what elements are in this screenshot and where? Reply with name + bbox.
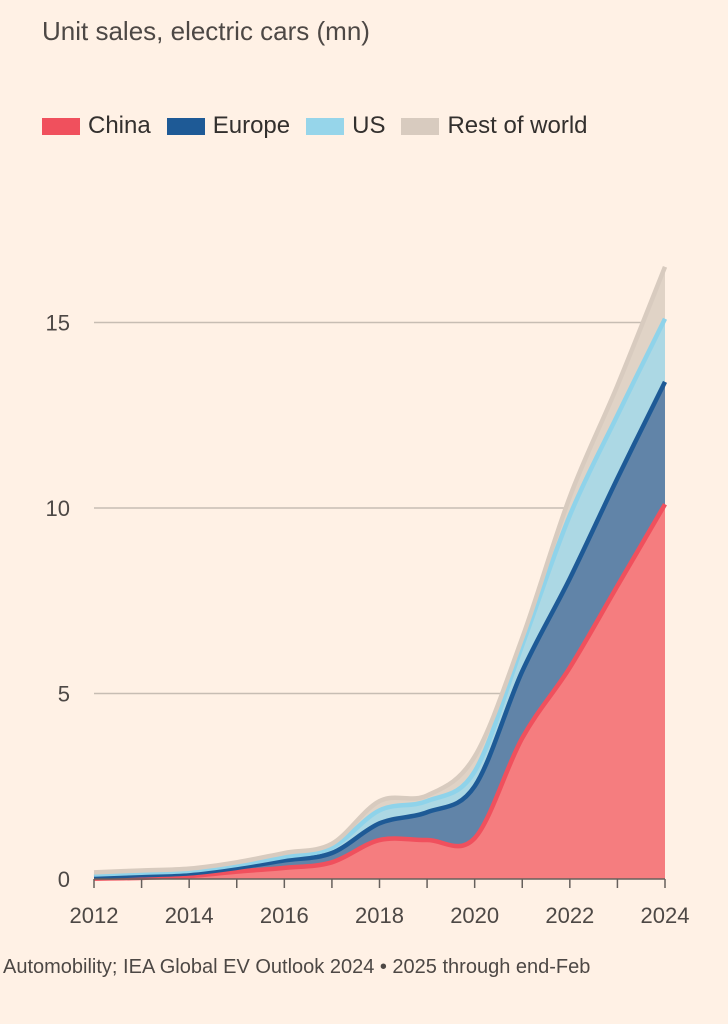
y-tick-label: 15 bbox=[46, 311, 70, 336]
legend-label: China bbox=[88, 112, 151, 139]
x-tick-label: 2024 bbox=[641, 903, 690, 928]
legend-swatch bbox=[306, 117, 345, 135]
y-tick-label: 5 bbox=[58, 682, 70, 707]
legend-swatch bbox=[166, 117, 205, 135]
y-tick-label: 10 bbox=[46, 496, 70, 521]
x-tick-label: 2016 bbox=[260, 903, 309, 928]
area-us bbox=[94, 318, 665, 877]
legend-item-us: US bbox=[306, 112, 385, 140]
y-tick-label: 0 bbox=[58, 867, 70, 892]
legend-swatch bbox=[401, 117, 440, 135]
legend-swatch bbox=[42, 117, 80, 135]
x-tick-label: 2014 bbox=[165, 903, 214, 928]
legend: China Europe US Rest of world bbox=[42, 112, 604, 140]
line-china bbox=[93, 503, 667, 881]
x-tick-label: 2020 bbox=[450, 903, 499, 928]
x-tick-label: 2022 bbox=[545, 903, 594, 928]
legend-label: Europe bbox=[212, 112, 291, 139]
chart-title: Unit sales, electric cars (mn) bbox=[42, 16, 370, 46]
area-europe bbox=[94, 381, 665, 879]
line-europe bbox=[93, 380, 668, 880]
legend-item-rest-of-world: Rest of world bbox=[401, 112, 588, 140]
x-tick-label: 2012 bbox=[70, 903, 119, 928]
legend-label: US bbox=[352, 112, 386, 139]
legend-item-china: China bbox=[42, 112, 151, 140]
legend-item-europe: Europe bbox=[166, 112, 291, 140]
line-rest-of-world bbox=[93, 266, 668, 875]
legend-label: Rest of world bbox=[447, 112, 588, 139]
x-tick-label: 2018 bbox=[355, 903, 404, 928]
source-footer: Automobility; IEA Global EV Outlook 2024… bbox=[3, 956, 591, 978]
area-china bbox=[94, 504, 665, 879]
